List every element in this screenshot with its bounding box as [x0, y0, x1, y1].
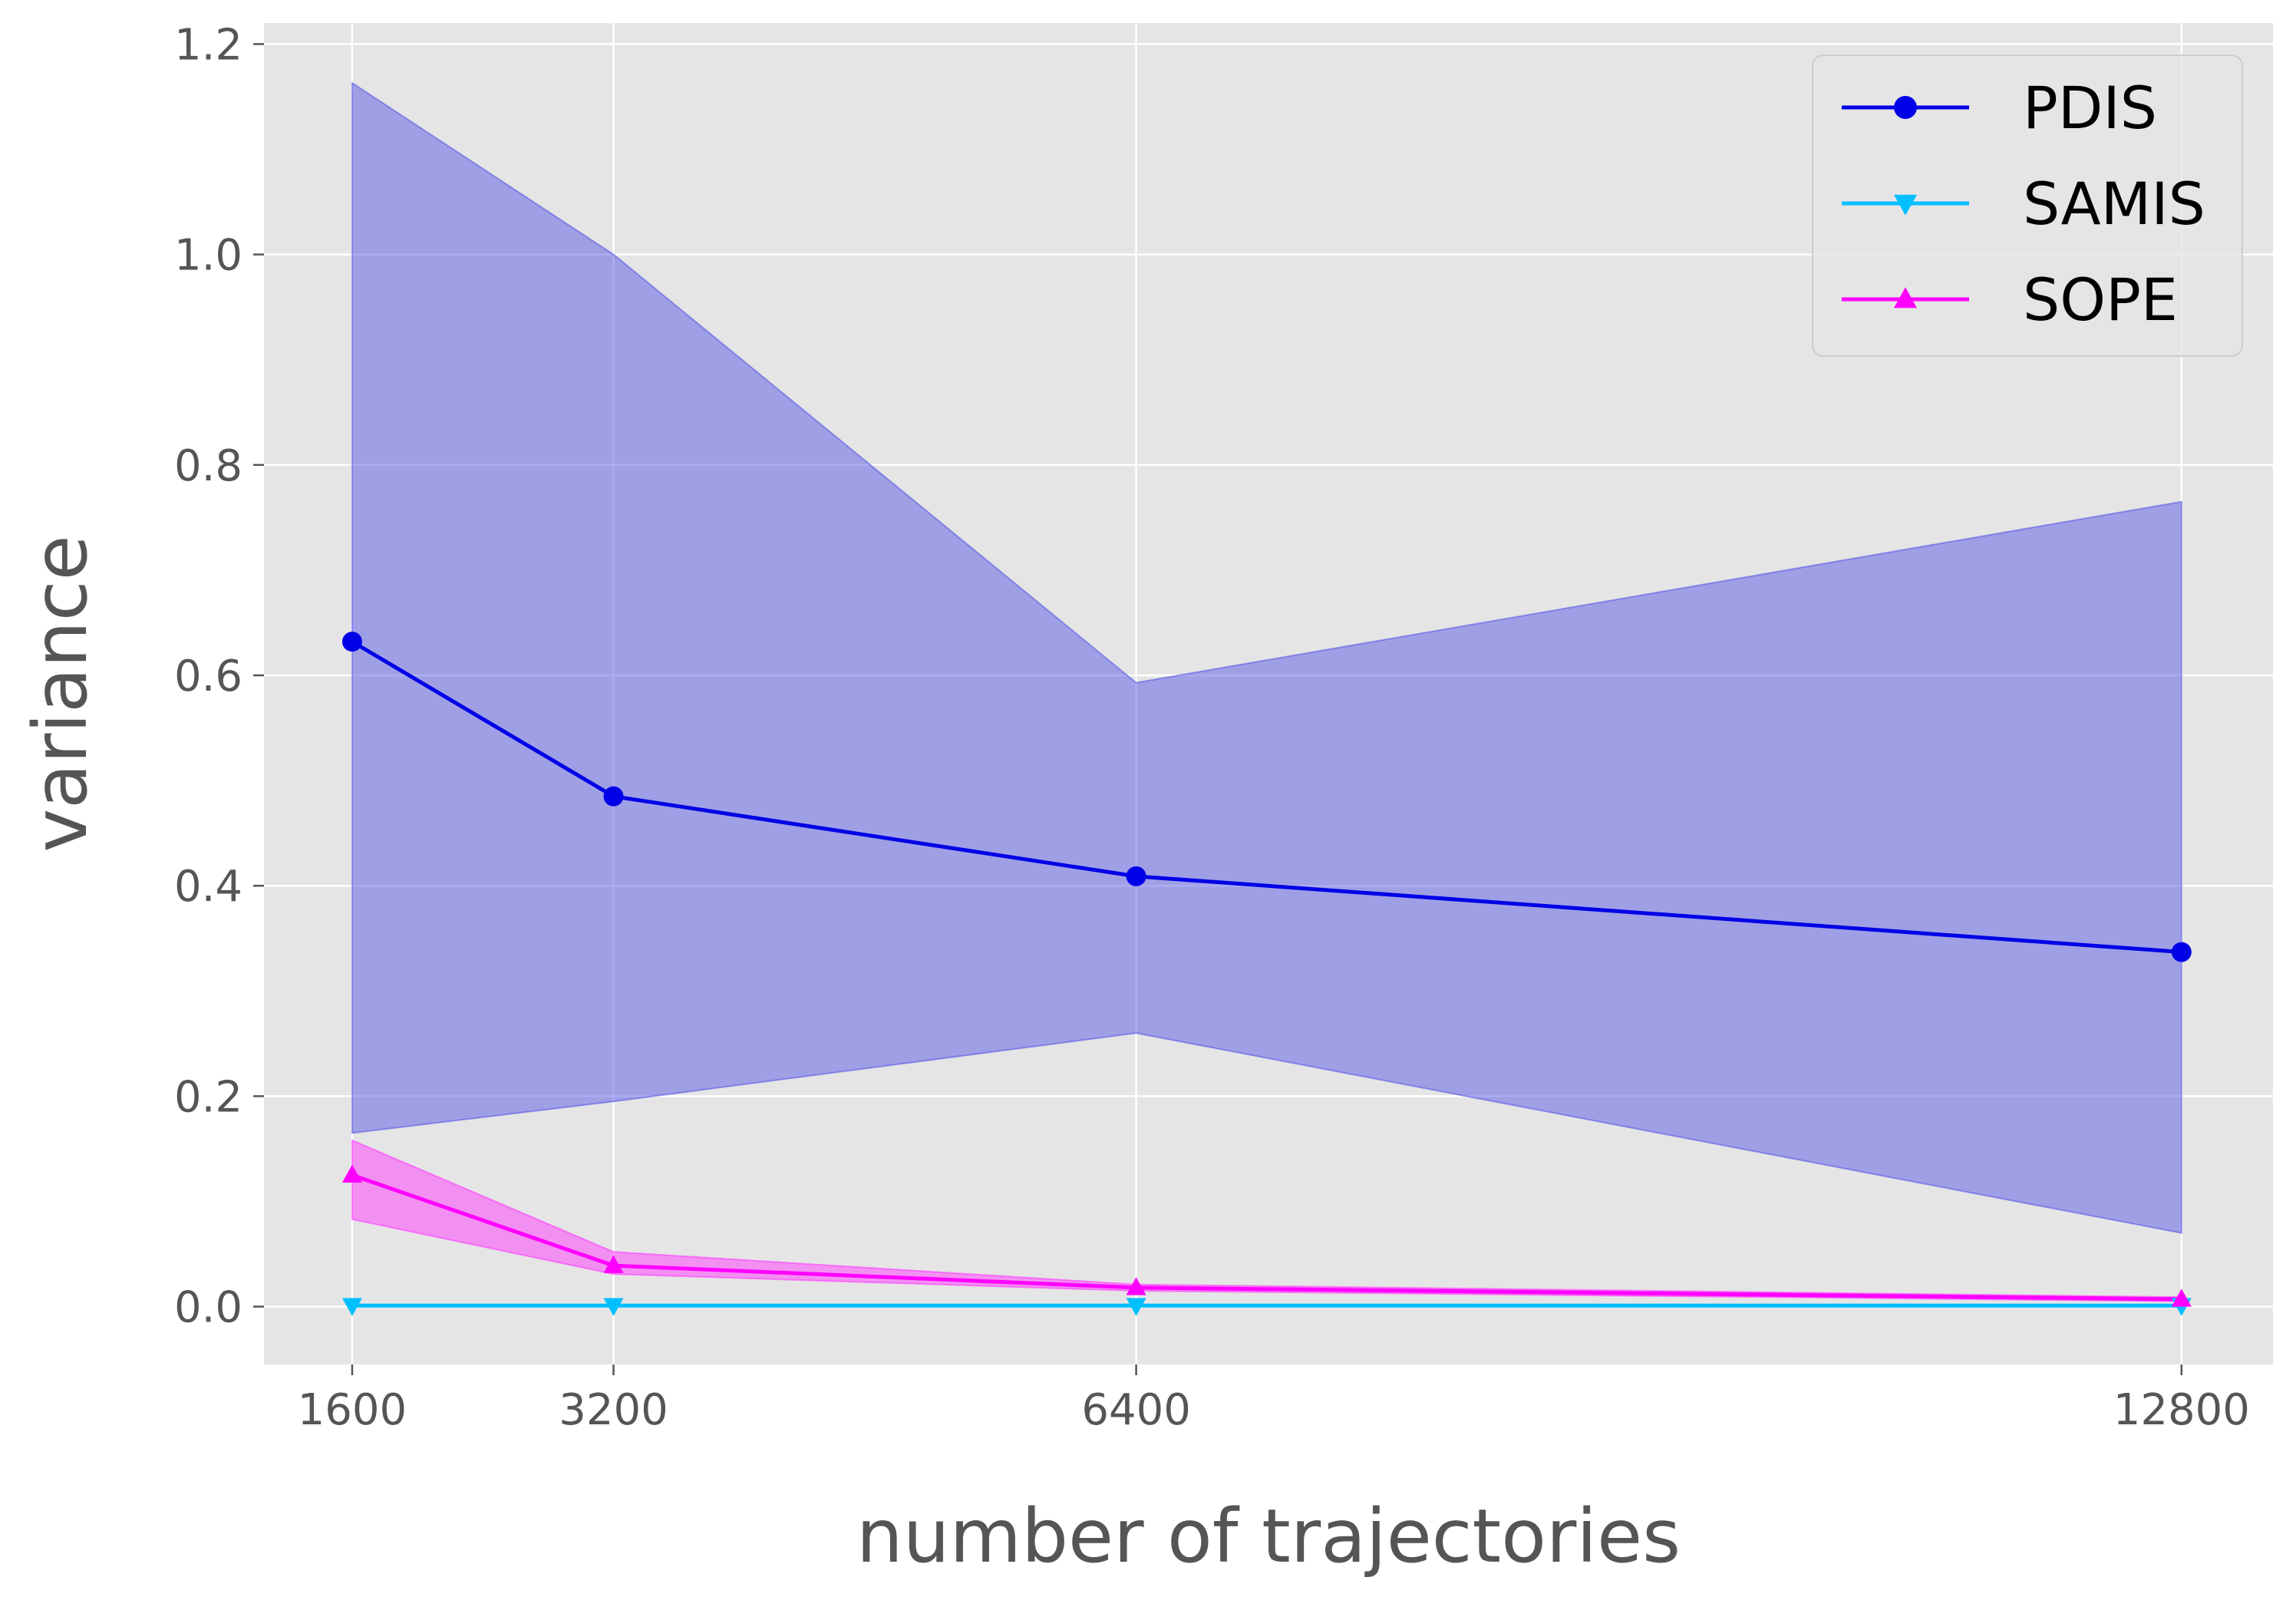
samis-point [603, 1298, 624, 1316]
sope-point [1126, 1277, 1146, 1295]
y-tick-label: 0.0 [174, 1283, 242, 1333]
pdis-point [1126, 866, 1146, 886]
samis-point [341, 1298, 362, 1316]
y-tick-label: 0.2 [174, 1072, 242, 1122]
x-tick-label: 12800 [2113, 1385, 2250, 1435]
legend-marker-sope [1894, 287, 1917, 309]
sope-line [351, 1173, 2182, 1302]
legend: PDIS SAMIS SOPE [1812, 54, 2243, 357]
x-tick-label: 6400 [1081, 1385, 1191, 1435]
pdis-point [603, 786, 624, 807]
x-tick-label: 3200 [559, 1385, 668, 1435]
x-axis-label: number of trajectories [856, 1493, 1681, 1579]
sope-point [2171, 1288, 2192, 1307]
legend-label-samis: SAMIS [2023, 170, 2205, 238]
series-lines [351, 639, 2182, 1308]
y-tick-label: 1.0 [174, 231, 242, 281]
legend-box [1812, 54, 2243, 357]
legend-marker-samis [1894, 194, 1917, 216]
y-tick-label: 0.6 [174, 652, 242, 701]
y-axis-label: variance [18, 535, 104, 852]
legend-label-pdis: PDIS [2023, 74, 2157, 142]
pdis-line [351, 639, 2182, 955]
legend-label-sope: SOPE [2023, 266, 2178, 334]
pdis-point [2171, 942, 2192, 962]
series-markers [341, 632, 2192, 1316]
x-tick-label: 1600 [298, 1385, 407, 1435]
tick-labels: 0.0 0.2 0.4 0.6 0.8 1.0 1.2 1600 3200 6400 12800 [174, 20, 2250, 1435]
legend-marker-pdis [1894, 96, 1917, 119]
sope-point [341, 1164, 362, 1183]
pdis-band [351, 81, 2182, 1234]
axis-ticks [253, 43, 2183, 1375]
y-tick-label: 0.4 [174, 862, 242, 912]
pdis-point [341, 632, 362, 652]
y-tick-label: 1.2 [174, 20, 242, 70]
sope-point [603, 1255, 624, 1273]
samis-point [1126, 1298, 1146, 1316]
y-tick-label: 0.8 [174, 441, 242, 491]
